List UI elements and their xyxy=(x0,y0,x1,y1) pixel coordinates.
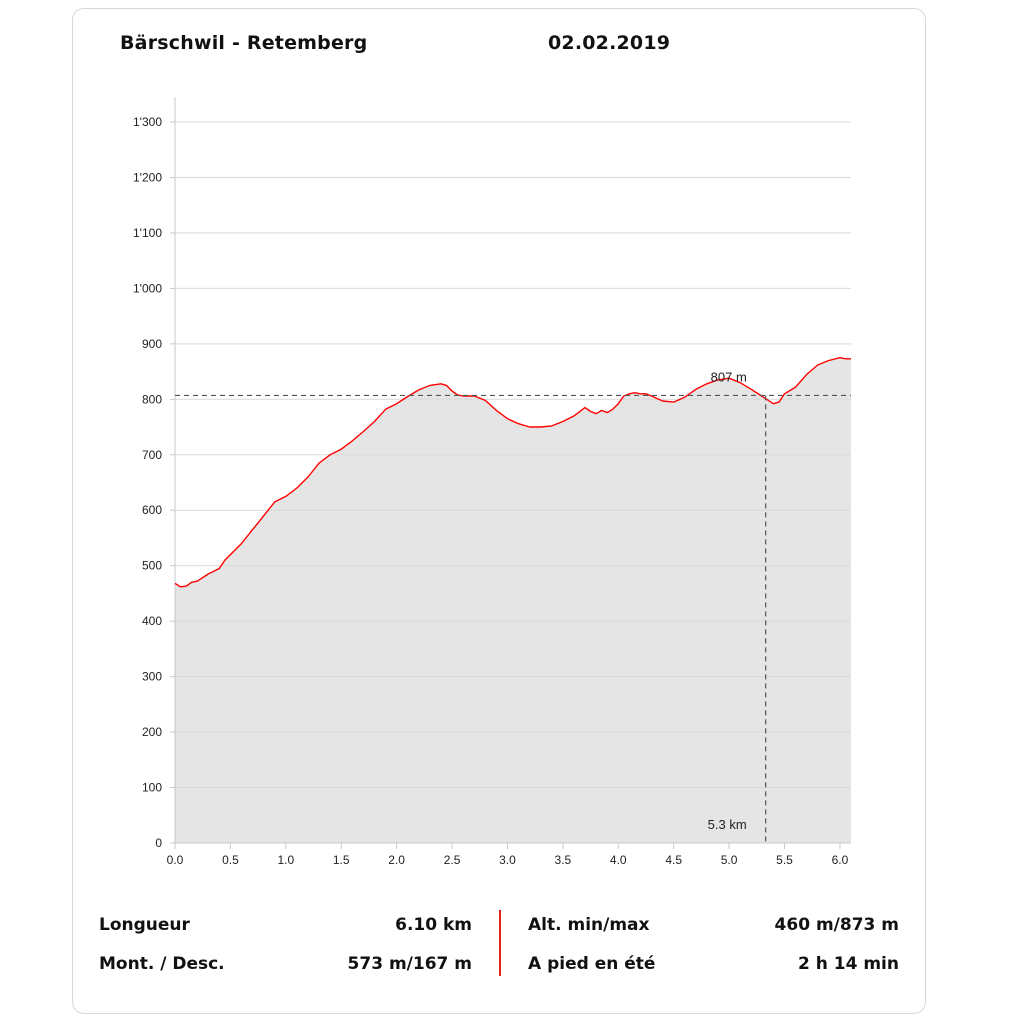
y-tick-label: 800 xyxy=(142,392,162,406)
y-tick-label: 1'100 xyxy=(133,226,162,240)
x-tick-label: 0.5 xyxy=(222,853,239,867)
y-tick-label: 400 xyxy=(142,614,162,628)
altitude-label: Alt. min/max xyxy=(528,915,650,935)
length-label: Longueur xyxy=(99,915,190,935)
altitude-value: 460 m/873 m xyxy=(774,915,899,935)
length-value: 6.10 km xyxy=(395,915,472,935)
x-tick-label: 4.0 xyxy=(610,853,627,867)
y-tick-label: 0 xyxy=(155,836,162,850)
route-date: 02.02.2019 xyxy=(548,32,671,54)
x-tick-label: 5.5 xyxy=(776,853,793,867)
marker-distance-label: 5.3 km xyxy=(708,817,747,832)
x-tick-label: 4.5 xyxy=(665,853,682,867)
y-tick-label: 1'200 xyxy=(133,170,162,184)
elevation-area xyxy=(175,357,851,843)
ascent-value: 573 m/167 m xyxy=(347,954,472,974)
x-tick-label: 6.0 xyxy=(832,853,849,867)
y-tick-label: 700 xyxy=(142,448,162,462)
ascent-label: Mont. / Desc. xyxy=(99,954,225,974)
route-title: Bärschwil - Retemberg xyxy=(120,32,368,54)
walking-time-value: 2 h 14 min xyxy=(798,954,899,974)
x-tick-label: 0.0 xyxy=(167,853,184,867)
x-tick-label: 3.5 xyxy=(555,853,572,867)
y-tick-label: 200 xyxy=(142,725,162,739)
marker-altitude-label: 807 m xyxy=(711,369,747,384)
elevation-line xyxy=(174,357,851,588)
x-tick-label: 5.0 xyxy=(721,853,738,867)
x-tick-label: 2.5 xyxy=(444,853,461,867)
y-tick-label: 500 xyxy=(142,559,162,573)
x-tick-label: 2.0 xyxy=(388,853,405,867)
y-tick-label: 1'300 xyxy=(133,115,162,129)
y-tick-label: 600 xyxy=(142,503,162,517)
x-tick-label: 3.0 xyxy=(499,853,516,867)
y-tick-label: 900 xyxy=(142,337,162,351)
y-tick-label: 100 xyxy=(142,781,162,795)
stats-divider xyxy=(499,910,501,976)
x-tick-label: 1.5 xyxy=(333,853,350,867)
walking-time-label: A pied en été xyxy=(528,954,656,974)
x-tick-label: 1.0 xyxy=(277,853,294,867)
y-tick-label: 1'000 xyxy=(133,281,162,295)
y-tick-label: 300 xyxy=(142,670,162,684)
